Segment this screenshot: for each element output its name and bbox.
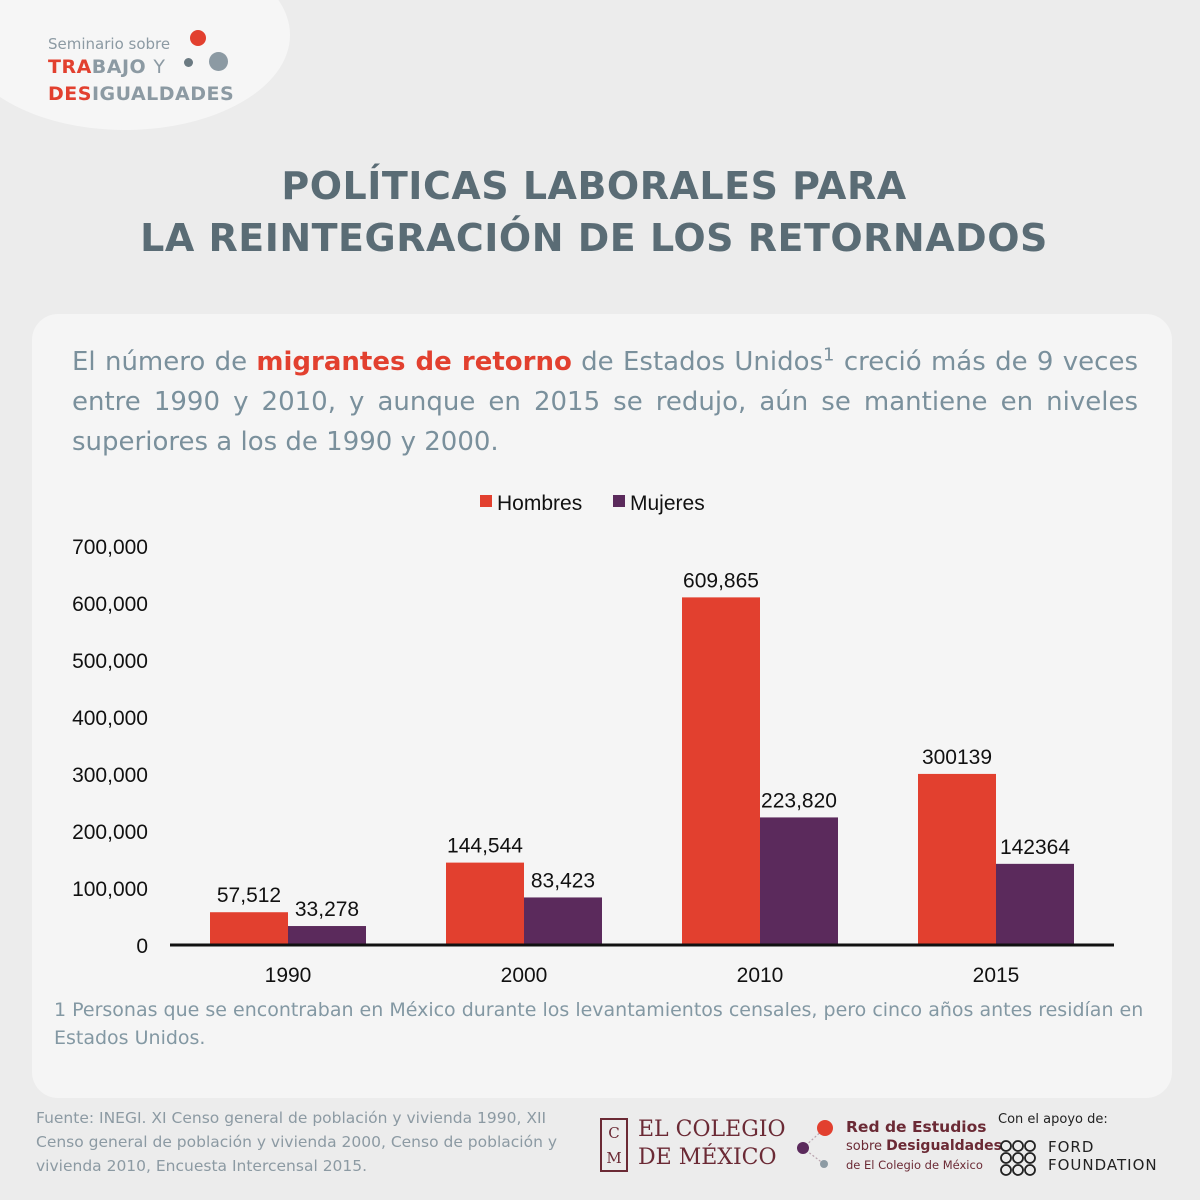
red-estudios-line-2-small: sobre [846, 1139, 887, 1154]
red-estudios-line-2-bold: Desigualdades [886, 1138, 1002, 1154]
bar-mujeres-2010 [760, 817, 838, 945]
red-estudios-line-2: sobre Desigualdades [846, 1137, 1002, 1156]
intro-paragraph: El número de migrantes de retorno de Est… [72, 342, 1138, 462]
seminar-line-2-rest: IGUALDADES [91, 83, 235, 105]
bar-mujeres-2015 [996, 863, 1074, 945]
seminar-line-1-y: Y [153, 56, 166, 78]
data-label-hombres-2000: 144,544 [447, 835, 523, 858]
seminar-line-1-highlight: TRA [48, 56, 92, 78]
bar-hombres-1990 [210, 912, 288, 945]
y-tick-label: 600,000 [72, 593, 148, 616]
y-tick-label: 300,000 [72, 764, 148, 787]
content-panel [32, 314, 1172, 1098]
y-tick-label: 100,000 [72, 878, 148, 901]
red-estudios-logo: Red de Estudios sobre Desigualdades de E… [796, 1116, 1002, 1182]
ford-foundation-icon [1000, 1140, 1036, 1176]
bar-hombres-2000 [446, 862, 524, 945]
intro-part-1: El número de [72, 347, 257, 377]
x-tick-label: 1990 [265, 964, 312, 987]
ford-foundation-name: FORD FOUNDATION [1048, 1138, 1158, 1174]
data-label-mujeres-2000: 83,423 [531, 869, 595, 892]
source-note: Fuente: INEGI. XI Censo general de pobla… [36, 1109, 557, 1175]
seminar-line-1: TRABAJO Y [48, 54, 234, 81]
colmex-name-line-1: EL COLEGIO [638, 1117, 786, 1142]
seminar-small-text: Seminario sobre [48, 35, 171, 53]
red-estudios-line-3: de El Colegio de México [846, 1158, 983, 1172]
data-label-hombres-1990: 57,512 [217, 884, 281, 907]
seminar-red-dot-icon [190, 30, 206, 46]
intro-part-3: creció más de 9 veces entre 1990 y 2010,… [72, 347, 1138, 457]
bar-hombres-2015 [918, 773, 996, 945]
ford-name-line-2: FOUNDATION [1048, 1156, 1158, 1174]
y-tick-label: 200,000 [72, 821, 148, 844]
data-label-mujeres-1990: 33,278 [295, 898, 359, 921]
page-title: POLÍTICAS LABORALES PARA LA REINTEGRACIÓ… [0, 160, 1188, 264]
y-tick-label: 400,000 [72, 707, 148, 730]
colmex-emblem-m: M [606, 1148, 622, 1167]
colmex-emblem-c: C [608, 1123, 620, 1142]
legend-label-hombres: Hombres [497, 492, 582, 515]
seminar-gray-dot-icon [209, 52, 228, 71]
data-label-hombres-2015: 300139 [922, 746, 992, 769]
page-title-line-2: LA REINTEGRACIÓN DE LOS RETORNADOS [140, 216, 1048, 260]
bar-mujeres-1990 [288, 926, 366, 945]
seminar-line-2-highlight: DES [48, 83, 92, 105]
colmex-name-line-2: DE MÉXICO [638, 1145, 777, 1170]
seminar-small-dot-icon [184, 58, 193, 67]
seminar-line-1-rest: BAJO [91, 56, 147, 78]
bar-hombres-2010 [682, 597, 760, 945]
page-title-line-1: POLÍTICAS LABORALES PARA [281, 164, 907, 208]
intro-footnote-ref: 1 [823, 344, 835, 366]
data-label-hombres-2010: 609,865 [683, 569, 759, 592]
legend-swatch-hombres [480, 495, 492, 507]
seminar-logo: Seminario sobre TRABAJO Y DESIGUALDADES [48, 34, 234, 108]
y-tick-label: 0 [136, 935, 148, 958]
intro-highlight: migrantes de retorno [256, 347, 572, 377]
x-tick-label: 2000 [501, 964, 548, 987]
bar-chart: Hombres Mujeres 0 100,000 200,000 300,000 400,… [72, 492, 1114, 987]
colmex-emblem-icon: C M [600, 1118, 628, 1172]
y-tick-label: 500,000 [72, 650, 148, 673]
bar-mujeres-2000 [524, 897, 602, 945]
data-label-mujeres-2010: 223,820 [761, 789, 837, 812]
red-estudios-text: Red de Estudios sobre Desigualdades de E… [846, 1118, 1002, 1175]
seminar-line-2: DESIGUALDADES [48, 81, 234, 108]
intro-part-2: de Estados Unidos [571, 347, 824, 377]
ford-name-line-1: FORD [1048, 1138, 1095, 1156]
y-tick-label: 700,000 [72, 536, 148, 559]
data-label-mujeres-2015: 142364 [1000, 836, 1070, 859]
red-estudios-line-1: Red de Estudios [846, 1118, 987, 1136]
red-estudios-network-icon [797, 1120, 833, 1168]
x-tick-label: 2010 [737, 964, 784, 987]
ford-foundation-logo: Con el apoyo de: FORD FOUNDATION [998, 1112, 1178, 1182]
legend-swatch-mujeres [613, 495, 625, 507]
legend-label-mujeres: Mujeres [630, 492, 705, 515]
footnote: 1 Personas que se encontraban en México … [54, 999, 1144, 1049]
x-tick-label: 2015 [973, 964, 1020, 987]
ford-support-label: Con el apoyo de: [998, 1112, 1108, 1127]
colmex-name: EL COLEGIO DE MÉXICO [638, 1116, 786, 1172]
